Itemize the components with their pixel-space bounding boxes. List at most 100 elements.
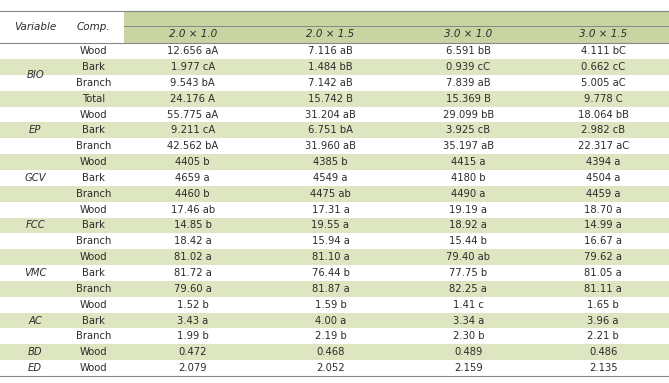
Text: 6.591 bB: 6.591 bB [446,46,491,56]
Text: 77.75 b: 77.75 b [450,268,487,278]
Text: 14.99 a: 14.99 a [584,221,622,231]
Text: 29.099 bB: 29.099 bB [443,110,494,119]
Bar [124,26,669,43]
Text: 3.925 cB: 3.925 cB [446,125,490,135]
Text: 7.116 aB: 7.116 aB [308,46,353,56]
Text: 3.0 × 1.5: 3.0 × 1.5 [579,29,628,39]
Text: AC: AC [28,316,42,326]
Text: 9.211 cA: 9.211 cA [171,125,215,135]
Text: 1.52 b: 1.52 b [177,300,209,310]
Text: 17.31 a: 17.31 a [312,205,349,214]
Bar [0,59,669,75]
Text: 16.67 a: 16.67 a [584,236,622,246]
Bar [124,11,669,26]
Bar [0,313,669,329]
Text: EP: EP [29,125,41,135]
Text: 4394 a: 4394 a [586,157,620,167]
Text: 0.939 cC: 0.939 cC [446,62,490,72]
Text: 4460 b: 4460 b [175,189,210,199]
Text: 2.0 × 1.5: 2.0 × 1.5 [306,29,355,39]
Text: 18.42 a: 18.42 a [174,236,211,246]
Text: Wood: Wood [80,252,108,262]
Text: 7.142 aB: 7.142 aB [308,78,353,88]
Text: 18.92 a: 18.92 a [450,221,487,231]
Text: 1.484 bB: 1.484 bB [308,62,353,72]
Text: 79.40 ab: 79.40 ab [446,252,490,262]
Text: 1.977 cA: 1.977 cA [171,62,215,72]
Text: 18.70 a: 18.70 a [584,205,622,214]
Text: 1.99 b: 1.99 b [177,331,209,341]
Text: 79.62 a: 79.62 a [584,252,622,262]
Text: 9.543 bA: 9.543 bA [171,78,215,88]
Text: 4475 ab: 4475 ab [310,189,351,199]
Text: 4415 a: 4415 a [451,157,486,167]
Text: 31.960 aB: 31.960 aB [305,141,356,151]
Text: 22.317 aC: 22.317 aC [577,141,629,151]
Text: 0.486: 0.486 [589,347,617,357]
Text: 2.0 × 1.0: 2.0 × 1.0 [169,29,217,39]
Text: 15.94 a: 15.94 a [312,236,349,246]
Text: 18.064 bB: 18.064 bB [577,110,629,119]
Text: 3.43 a: 3.43 a [177,316,208,326]
Text: Bark: Bark [82,62,105,72]
Text: 15.44 b: 15.44 b [450,236,487,246]
Text: 4490 a: 4490 a [451,189,486,199]
Text: Bark: Bark [82,268,105,278]
Text: VMC: VMC [24,268,46,278]
Text: 1.59 b: 1.59 b [314,300,347,310]
Text: 0.472: 0.472 [179,347,207,357]
Text: Variable: Variable [14,22,56,32]
Text: 4659 a: 4659 a [175,173,210,183]
Text: Branch: Branch [76,78,111,88]
Text: 4385 b: 4385 b [313,157,348,167]
Text: 81.11 a: 81.11 a [584,284,622,294]
Text: Branch: Branch [76,189,111,199]
Text: 19.55 a: 19.55 a [312,221,349,231]
Text: 19.19 a: 19.19 a [450,205,487,214]
Text: BIO: BIO [26,70,44,80]
Text: BD: BD [28,347,42,357]
Text: Branch: Branch [76,141,111,151]
Text: 17.46 ab: 17.46 ab [171,205,215,214]
Text: Bark: Bark [82,125,105,135]
Text: Wood: Wood [80,157,108,167]
Text: 9.778 C: 9.778 C [584,94,622,104]
Text: ED: ED [28,363,42,373]
Text: 4549 a: 4549 a [313,173,348,183]
Text: Branch: Branch [76,331,111,341]
Text: 2.982 cB: 2.982 cB [581,125,625,135]
Text: 4459 a: 4459 a [586,189,620,199]
Text: 76.44 b: 76.44 b [312,268,349,278]
Text: 81.72 a: 81.72 a [174,268,211,278]
Text: 2.079: 2.079 [179,363,207,373]
Text: 1.65 b: 1.65 b [587,300,619,310]
Text: GCV: GCV [24,173,46,183]
Text: 0.489: 0.489 [454,347,482,357]
Text: 4.00 a: 4.00 a [315,316,346,326]
Text: 81.10 a: 81.10 a [312,252,349,262]
Text: 14.85 b: 14.85 b [174,221,211,231]
Bar [0,344,669,360]
Bar [0,91,669,106]
Text: 2.159: 2.159 [454,363,482,373]
Text: 0.662 cC: 0.662 cC [581,62,625,72]
Text: Wood: Wood [80,205,108,214]
Text: 3.34 a: 3.34 a [453,316,484,326]
Bar [0,186,669,202]
Text: 15.742 B: 15.742 B [308,94,353,104]
Text: 81.05 a: 81.05 a [584,268,622,278]
Text: 24.176 A: 24.176 A [170,94,215,104]
Text: Wood: Wood [80,363,108,373]
Bar [0,154,669,170]
Text: Bark: Bark [82,316,105,326]
Text: 42.562 bA: 42.562 bA [167,141,218,151]
Text: 15.369 B: 15.369 B [446,94,491,104]
Text: 0.468: 0.468 [316,347,345,357]
Text: 6.751 bA: 6.751 bA [308,125,353,135]
Text: Bark: Bark [82,221,105,231]
Text: 79.60 a: 79.60 a [174,284,211,294]
Text: 4405 b: 4405 b [175,157,210,167]
Text: 31.204 aB: 31.204 aB [305,110,356,119]
Text: 1.41 c: 1.41 c [453,300,484,310]
Bar [0,249,669,265]
